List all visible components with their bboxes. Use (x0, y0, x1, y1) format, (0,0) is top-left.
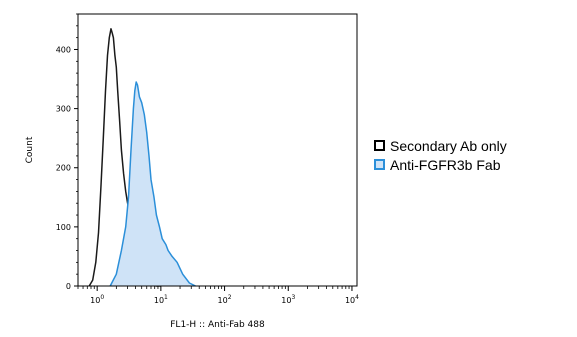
x-tick-label: 104 (345, 294, 359, 305)
x-axis-title: FL1-H :: Anti-Fab 488 (170, 320, 265, 330)
y-tick-label: 400 (56, 45, 71, 54)
y-tick-label: 0 (66, 282, 71, 291)
x-tick-label: 102 (218, 294, 232, 305)
legend-item-fab: Anti-FGFR3b Fab (374, 155, 507, 174)
y-tick-label: 300 (56, 105, 71, 114)
y-tick-label: 200 (56, 164, 71, 173)
legend-swatch (374, 140, 385, 151)
legend-label: Secondary Ab only (390, 137, 507, 154)
y-axis: 0 100 200 300 400 (56, 13, 78, 291)
legend: Secondary Ab only Anti-FGFR3b Fab (374, 136, 507, 174)
plot-area-frame (77, 13, 358, 287)
legend-item-secondary: Secondary Ab only (374, 136, 507, 155)
x-tick-label: 100 (90, 294, 104, 305)
series-fill-1 (110, 82, 196, 286)
legend-label: Anti-FGFR3b Fab (390, 156, 501, 173)
x-axis: 100 101 102 103 104 (77, 286, 359, 305)
series-line-1 (109, 81, 196, 287)
x-tick-label: 101 (154, 294, 168, 305)
x-tick-label: 103 (281, 294, 295, 305)
series-layer (88, 28, 196, 287)
y-tick-label: 100 (56, 223, 71, 232)
y-axis-title: Count (25, 136, 35, 163)
legend-swatch (374, 159, 385, 170)
